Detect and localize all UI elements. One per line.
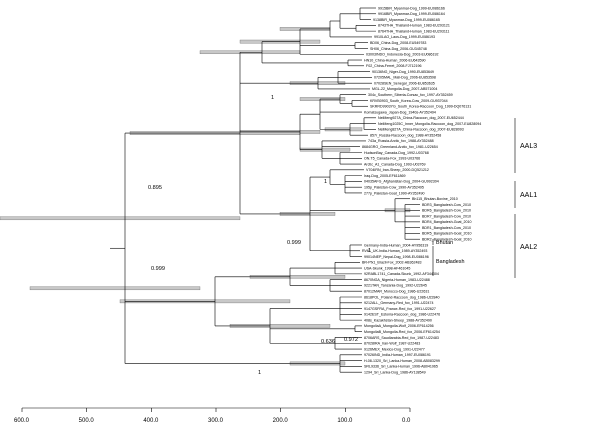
tip-label: 9915BIR_Myanmar-Dog_1999-EU086166: [378, 6, 445, 10]
hpd-bar: [29, 286, 201, 291]
tip-label: 97026IND_India-Human_1997-EU086191: [364, 353, 431, 357]
node-support-label: 0.636: [321, 339, 335, 345]
tip-label: MongoliaA_Mongolia-Wolf_2006-EF614256: [364, 324, 434, 328]
tip-label: 8764THA_Thailand-Human_1983-EU293111: [378, 29, 449, 33]
node-support-label: 0.895: [148, 185, 162, 191]
tip-label: BDR1_Bangladesh-Cow_2010: [422, 226, 471, 230]
tip-label: 99014NEP_Nepal-Dog_1998-EU086196: [364, 255, 429, 259]
tip-label: NeiMeng927A_China-Raccoon_dog_2007-EU652…: [378, 116, 464, 120]
tip-label: F02_China-Ferret_2008-FJ712196: [366, 64, 422, 68]
bangladesh-label: Bangladesh: [436, 259, 464, 265]
tip-label: RV61_UK-India-Human_1989-AY352493: [362, 249, 427, 253]
tip-label: 9212ALL_Germany-Red_fox_1991-U22474: [364, 301, 434, 305]
tip-label: 277p_Pakistan-Goat_1990-AY352490: [364, 191, 424, 195]
tip-label: 8706ARS_Saudiarabia-Red_fox_1987-U22483: [364, 336, 439, 340]
aal3-label: AAL3: [520, 143, 537, 150]
tip-label: 8684GRO_Greenland-Arctic_fox_1981-U22654: [362, 145, 438, 149]
tip-label: HudsonBay_Canada-Dog_1992-U03768: [364, 151, 429, 155]
node-support-label: 1: [258, 370, 261, 376]
node-support-label: 0.999: [287, 240, 301, 246]
tip-label: NeiMeng1025C_Inner_Mongolia-Raccoon_dog_…: [378, 122, 481, 126]
tip-label: 1294_Sri_Lanka-Dog_1986-AY138549: [364, 370, 426, 374]
tip-label: 07028SEN_Senegal_2006-EU853635: [374, 81, 435, 85]
tip-label: 857r_Russia-Raccoon_dog_1988-AY352458: [370, 133, 441, 137]
axis-tick-label: 0.0: [402, 418, 411, 424]
tip-label: H-08-1320_Sri_Lanka-Human_2008-AB083299: [364, 359, 440, 363]
axis-tick-label: 300.0: [208, 418, 224, 424]
tip-label: 9138BIR_Myanmar-Dog_1999-EU086165: [373, 18, 440, 22]
tip-label: 04035AFG_Afghanistan-Dog_2004-GU992304: [364, 180, 439, 184]
tip-label: BDR6_Bangladesh-Cow_2010: [422, 209, 471, 213]
tip-labels: 9915BIR_Myanmar-Dog_1999-EU086166 9916BIR…: [362, 6, 481, 374]
clade-brackets: AAL3 AAL1 AAL2 Bhutan Bangladesh: [432, 118, 537, 278]
tip-label: SRL9336_Sri_Lanka-Human_1996-AB041965: [364, 365, 438, 369]
tip-label: 9916BIR_Myanmar-Dog_1999-EU086164: [378, 12, 445, 16]
tip-label: 8743THA_Thailand-Human_1983-EU293121: [378, 24, 450, 28]
axis-tick-label: 100.0: [337, 418, 353, 424]
tip-label: 304c_Southern_Siberia-Corsac_fox_1997-AY…: [368, 93, 453, 97]
tip-label: BR-Pfx1_Brazil-Fox_2002-AB362483: [362, 261, 422, 265]
node-support-label: 1: [271, 95, 274, 101]
tip-label: KRVB0903_South_Korea-Cow_2009-GU937044: [370, 99, 448, 103]
tip-label: 9142EST_Estonia-Raccoon_dog_1986-U22476: [364, 313, 440, 317]
time-axis: 600.0 500.0 400.0 300.0 200.0 100.0 0.0: [14, 407, 411, 424]
tip-label: MongoliaB_Mongolia-Red_fox_2006-EF614254: [364, 330, 440, 334]
tip-label: NeiMeng827A_China-Raccoon_dog_2007-EU828…: [378, 128, 464, 132]
tip-label: 743a_Russia-Arctic_fox_1988-AY352488: [368, 139, 434, 143]
tip-label: Komatsugawa_Japan-Dog_1940s-AY352494: [364, 110, 436, 114]
tip-label: 07205MAL_Mali-Dog_2006-EU853598: [374, 76, 436, 80]
tip-label: 92RABL1741_Canada-Skunk_1992-AF344304: [364, 272, 439, 276]
tip-label: Arctic_A1_Canada-Dog_1993-U03769: [364, 162, 426, 166]
tip-label: BDR2_Bangladesh-Goat_2010: [422, 238, 472, 242]
tip-label: 03003INDO_Indonesia-Dog_2003-EU086192: [366, 53, 439, 57]
tip-label: BD06_China-Dog_2008-EU549783: [370, 41, 426, 45]
axis-tick-label: 400.0: [143, 418, 159, 424]
tip-label: HN10_China-Human_2006-EU643590: [364, 58, 426, 62]
tip-label: 8618POL_Poland-Raccoon_dog_1986-U22840: [364, 295, 440, 299]
aal1-label: AAL1: [520, 192, 537, 199]
tip-label: 9126MEX_Mexico-Dog_1991-U22477: [364, 347, 425, 351]
tip-label: 87028IRA_Iran-Wolf_1987-U22483: [364, 342, 420, 346]
axis-tick-label: 500.0: [79, 418, 95, 424]
aal2-label: AAL2: [520, 244, 537, 251]
tip-label: Germany-India-Human_2004-AY956319: [364, 243, 428, 247]
tip-label: 8670NGA_Nigeria-Human_1983-U22488: [364, 278, 430, 282]
tip-label: SKRRD9903YG_South_Korea-Raccoon_Dog_1999…: [370, 105, 471, 109]
hpd-bar: [0, 216, 241, 221]
node-support-label: 1: [324, 179, 327, 185]
tip-label: 9221TAN_Tanzania-Dog_1992-U22645: [364, 284, 427, 288]
tip-label: BDR3_Bangladesh-Cow_2010: [422, 203, 471, 207]
node-support-label: 0.972: [344, 337, 358, 343]
tip-label: 90136NG_Niger-Dog_1990-EU853649: [372, 70, 434, 74]
node-support-label: 0.999: [151, 266, 165, 272]
node-support-labels: 1 0.895 1 0.999 0.999 1 0.636 0.972 1: [148, 95, 371, 376]
tip-label: 9910LAO_Laos-Dog_1999-EU086193: [374, 35, 435, 39]
tip-label: MGL-22_Mongolia-Dog_2007-AB571004: [372, 87, 437, 91]
tip-label: Bh115_Bhutan-Bovine_2010: [412, 197, 458, 201]
tip-label: 195p_Pakistan-Cow_1990-AY352495: [364, 185, 424, 189]
tip-label: ON.T5_Canada-Fox_1993-U03766: [364, 157, 420, 161]
tip-label: BDR7_Bangladesh-Cow_2010: [422, 214, 471, 218]
tip-label: BDR4_Bangladesh-Goat_2010: [422, 220, 472, 224]
tip-label: 9147GSFRA_France-Red_fox_1991-U22627: [364, 307, 436, 311]
tip-label: USA-Skunk_1998-AF461045: [364, 266, 410, 270]
tip-label: 87012MAR_Morocco-Dog_1986-U22631: [364, 290, 429, 294]
axis-tick-label: 600.0: [14, 418, 30, 424]
node-support-label: 1: [368, 248, 371, 254]
axis-tick-label: 200.0: [273, 418, 289, 424]
tip-label: V704IRN_Iran-Sheep_2000-DQ521212: [366, 168, 429, 172]
tip-label: SH06_China-Dog_2006-GU345748: [370, 47, 427, 51]
tip-label: BDR5_Bangladesh-Goat_2010: [422, 232, 472, 236]
tip-label: Iraq-Dog_2005-EF611869: [364, 174, 406, 178]
bhutan-label: Bhutan: [436, 240, 453, 246]
tip-label: 408s_Kazakhstan-Sheep_1988-AY352490: [364, 318, 432, 322]
tree-branches: [110, 7, 420, 373]
